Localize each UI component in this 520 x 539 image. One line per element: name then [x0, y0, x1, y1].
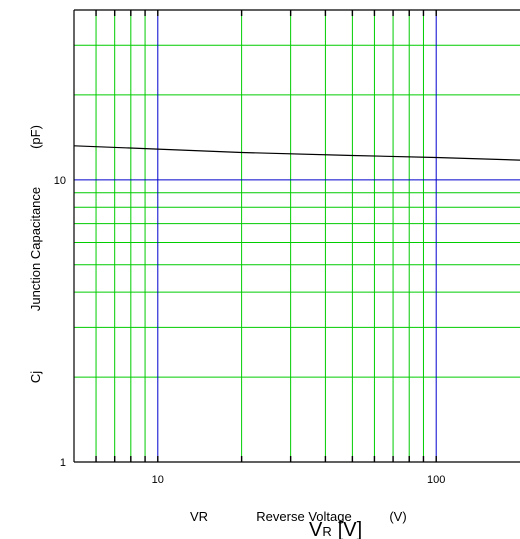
- vr-overlay-label: VR [V]: [309, 519, 362, 539]
- y-tick-label: 10: [54, 175, 66, 187]
- vr-overlay-main: V: [309, 519, 323, 539]
- major-grid: [74, 10, 520, 462]
- y-axis-symbol: Cj: [28, 371, 43, 383]
- minor-grid: [74, 10, 520, 462]
- y-tick-label: 1: [60, 457, 66, 469]
- x-axis-unit: (V): [389, 509, 406, 524]
- y-axis-unit: (pF): [28, 125, 43, 149]
- x-tick-label: 100: [427, 474, 445, 486]
- vr-overlay-sub: R: [322, 524, 331, 539]
- capacitance-curve: [73, 145, 520, 161]
- x-tick-label: 10: [152, 474, 164, 486]
- y-axis-title: Junction Capacitance: [28, 187, 43, 311]
- tick-labels: 10 100 1 10: [54, 175, 446, 486]
- vr-overlay-unit: [V]: [338, 519, 362, 539]
- frame-ticks: [95, 10, 437, 462]
- x-axis-title: Reverse Voltage: [256, 509, 351, 524]
- x-axis-symbol: VR: [190, 509, 208, 524]
